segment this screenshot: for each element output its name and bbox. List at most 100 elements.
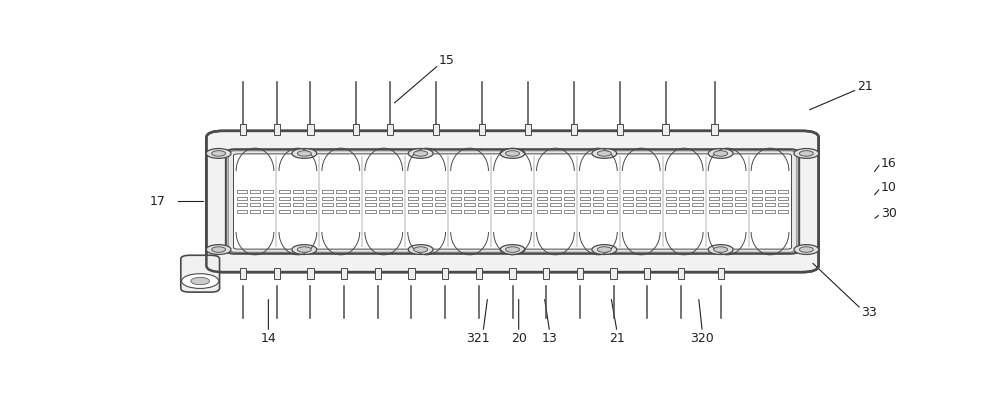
FancyBboxPatch shape [226, 149, 799, 254]
Bar [525, 124, 531, 135]
Text: 16: 16 [881, 156, 896, 170]
Bar [336, 210, 346, 213]
Bar [623, 197, 633, 200]
Bar [451, 210, 461, 213]
Bar [507, 203, 518, 206]
Bar [709, 197, 719, 200]
Bar [623, 190, 633, 193]
Bar [365, 197, 376, 200]
Bar [607, 203, 617, 206]
Bar [521, 210, 531, 213]
Bar [550, 210, 561, 213]
Bar [433, 124, 439, 135]
Bar [735, 190, 746, 193]
Circle shape [592, 148, 617, 158]
Bar [279, 210, 290, 213]
Circle shape [597, 151, 611, 156]
Bar [537, 210, 547, 213]
Text: 33: 33 [861, 306, 877, 318]
Bar [752, 210, 762, 213]
Bar [593, 210, 603, 213]
Bar [521, 197, 531, 200]
Bar [752, 197, 762, 200]
Text: 320: 320 [690, 332, 714, 345]
Bar [435, 190, 445, 193]
Bar [636, 203, 646, 206]
Bar [341, 268, 347, 279]
Bar [778, 210, 788, 213]
Bar [709, 210, 719, 213]
Bar [607, 190, 617, 193]
Bar [494, 197, 504, 200]
Text: 30: 30 [881, 207, 896, 220]
Circle shape [506, 151, 519, 156]
Circle shape [708, 148, 733, 158]
Bar [679, 197, 689, 200]
Bar [451, 190, 461, 193]
Circle shape [592, 245, 617, 255]
Bar [279, 203, 290, 206]
Bar [649, 190, 660, 193]
Circle shape [799, 247, 813, 252]
Bar [722, 203, 732, 206]
Bar [678, 268, 684, 279]
Bar [765, 190, 775, 193]
Bar [451, 203, 461, 206]
Bar [250, 197, 260, 200]
FancyBboxPatch shape [181, 255, 220, 292]
Bar [279, 190, 290, 193]
Bar [564, 203, 574, 206]
Circle shape [500, 148, 525, 158]
Bar [435, 197, 445, 200]
Bar [237, 203, 247, 206]
Circle shape [292, 245, 317, 255]
Text: 17: 17 [150, 195, 166, 208]
Text: 15: 15 [439, 54, 455, 67]
Bar [293, 210, 303, 213]
Bar [422, 210, 432, 213]
Text: 14: 14 [260, 332, 276, 345]
Circle shape [182, 274, 219, 288]
Text: 321: 321 [466, 332, 489, 345]
FancyBboxPatch shape [234, 154, 792, 249]
Bar [387, 124, 393, 135]
Bar [509, 268, 516, 279]
Circle shape [206, 245, 231, 255]
Bar [442, 268, 448, 279]
Bar [435, 203, 445, 206]
Bar [778, 203, 788, 206]
Bar [379, 210, 389, 213]
Bar [617, 124, 623, 135]
Bar [679, 190, 689, 193]
Bar [593, 197, 603, 200]
Bar [250, 210, 260, 213]
Bar [349, 190, 359, 193]
Bar [322, 203, 333, 206]
Bar [379, 190, 389, 193]
Bar [379, 197, 389, 200]
Bar [240, 124, 246, 135]
Bar [550, 197, 561, 200]
Circle shape [799, 151, 813, 156]
Text: 13: 13 [542, 332, 558, 345]
Bar [623, 210, 633, 213]
Circle shape [191, 277, 209, 285]
Bar [478, 203, 488, 206]
Bar [662, 124, 669, 135]
Bar [580, 197, 590, 200]
Bar [240, 268, 246, 279]
Bar [237, 197, 247, 200]
Bar [577, 268, 583, 279]
Bar [306, 190, 316, 193]
Circle shape [794, 148, 819, 158]
Bar [610, 268, 617, 279]
Bar [507, 190, 518, 193]
Bar [237, 210, 247, 213]
Bar [322, 190, 333, 193]
Bar [336, 190, 346, 193]
Bar [250, 203, 260, 206]
Bar [476, 268, 482, 279]
Circle shape [408, 148, 433, 158]
Bar [379, 203, 389, 206]
Bar [478, 210, 488, 213]
